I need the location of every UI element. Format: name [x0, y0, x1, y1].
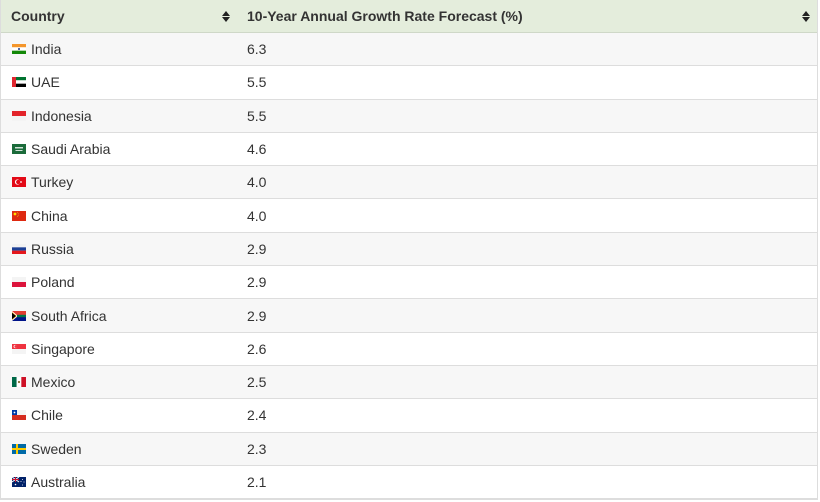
country-name: India	[31, 41, 62, 58]
country-cell: Poland	[1, 266, 237, 298]
country-name: Singapore	[31, 340, 95, 357]
table-row: UAE 5.5	[1, 66, 817, 100]
column-header-growth-rate[interactable]: 10-Year Annual Growth Rate Forecast (%)	[237, 0, 817, 32]
sort-icon[interactable]	[221, 9, 231, 23]
column-header-label: Country	[11, 8, 65, 24]
uae-flag-icon	[12, 77, 26, 88]
growth-rate-cell: 6.3	[247, 41, 267, 58]
table-row: Turkey 4.0	[1, 166, 817, 200]
country-cell: China	[1, 199, 237, 231]
table-row: Australia 2.1	[1, 465, 817, 500]
country-name: Saudi Arabia	[31, 141, 111, 158]
russia-flag-icon	[12, 243, 26, 254]
poland-flag-icon	[12, 277, 26, 288]
table-body: India 6.3 UAE 5.5 Indonesia 5.5 Saudi Ar…	[1, 33, 817, 500]
country-cell: UAE	[1, 66, 237, 98]
mexico-flag-icon	[12, 377, 26, 388]
country-name: Turkey	[31, 174, 74, 191]
country-cell: Sweden	[1, 433, 237, 465]
table-row: Indonesia 5.5	[1, 99, 817, 133]
growth-rate-cell: 2.9	[247, 240, 267, 257]
sweden-flag-icon	[12, 443, 26, 454]
country-cell: Mexico	[1, 366, 237, 398]
country-name: Poland	[31, 274, 75, 291]
singapore-flag-icon	[12, 343, 26, 354]
growth-rate-cell: 2.4	[247, 407, 267, 424]
country-name: China	[31, 207, 68, 224]
country-cell: Singapore	[1, 333, 237, 365]
country-name: South Africa	[31, 307, 107, 324]
growth-rate-cell: 4.0	[247, 207, 267, 224]
country-cell: India	[1, 33, 237, 65]
country-cell: Australia	[1, 466, 237, 498]
china-flag-icon	[12, 210, 26, 221]
table-row: South Africa 2.9	[1, 299, 817, 333]
growth-rate-cell: 5.5	[247, 74, 267, 91]
south-africa-flag-icon	[12, 310, 26, 321]
indonesia-flag-icon	[12, 110, 26, 121]
growth-rate-cell: 2.3	[247, 440, 267, 457]
column-header-label: 10-Year Annual Growth Rate Forecast (%)	[247, 8, 523, 24]
table-row: India 6.3	[1, 33, 817, 67]
sort-icon[interactable]	[801, 9, 811, 23]
country-name: UAE	[31, 74, 60, 91]
table-header: Country 10-Year Annual Growth Rate Forec…	[1, 0, 817, 33]
table-row: Poland 2.9	[1, 266, 817, 300]
country-name: Chile	[31, 407, 63, 424]
country-name: Indonesia	[31, 107, 92, 124]
country-name: Sweden	[31, 440, 82, 457]
column-header-country[interactable]: Country	[1, 0, 237, 32]
country-cell: Indonesia	[1, 100, 237, 132]
country-cell: Russia	[1, 233, 237, 265]
growth-rate-cell: 2.6	[247, 340, 267, 357]
india-flag-icon	[12, 44, 26, 55]
country-name: Mexico	[31, 374, 76, 391]
chile-flag-icon	[12, 410, 26, 421]
table-row: Singapore 2.6	[1, 332, 817, 366]
australia-flag-icon	[12, 477, 26, 487]
table-row: Sweden 2.3	[1, 432, 817, 466]
growth-rate-cell: 2.9	[247, 274, 267, 291]
table-row: Chile 2.4	[1, 399, 817, 433]
turkey-flag-icon	[12, 177, 26, 188]
country-name: Australia	[31, 474, 86, 490]
country-cell: Saudi Arabia	[1, 133, 237, 165]
country-cell: Chile	[1, 399, 237, 431]
growth-rate-cell: 2.1	[247, 474, 267, 490]
country-name: Russia	[31, 240, 74, 257]
country-cell: Turkey	[1, 166, 237, 198]
growth-rate-cell: 4.6	[247, 141, 267, 158]
saudi-arabia-flag-icon	[12, 144, 26, 155]
growth-rate-cell: 4.0	[247, 174, 267, 191]
growth-rate-cell: 2.9	[247, 307, 267, 324]
table-row: Mexico 2.5	[1, 365, 817, 400]
growth-rate-cell: 2.5	[247, 374, 267, 391]
table-row: Saudi Arabia 4.6	[1, 132, 817, 167]
table-row: China 4.0	[1, 199, 817, 233]
country-cell: South Africa	[1, 299, 237, 331]
growth-rate-cell: 5.5	[247, 107, 267, 124]
table-row: Russia 2.9	[1, 232, 817, 267]
